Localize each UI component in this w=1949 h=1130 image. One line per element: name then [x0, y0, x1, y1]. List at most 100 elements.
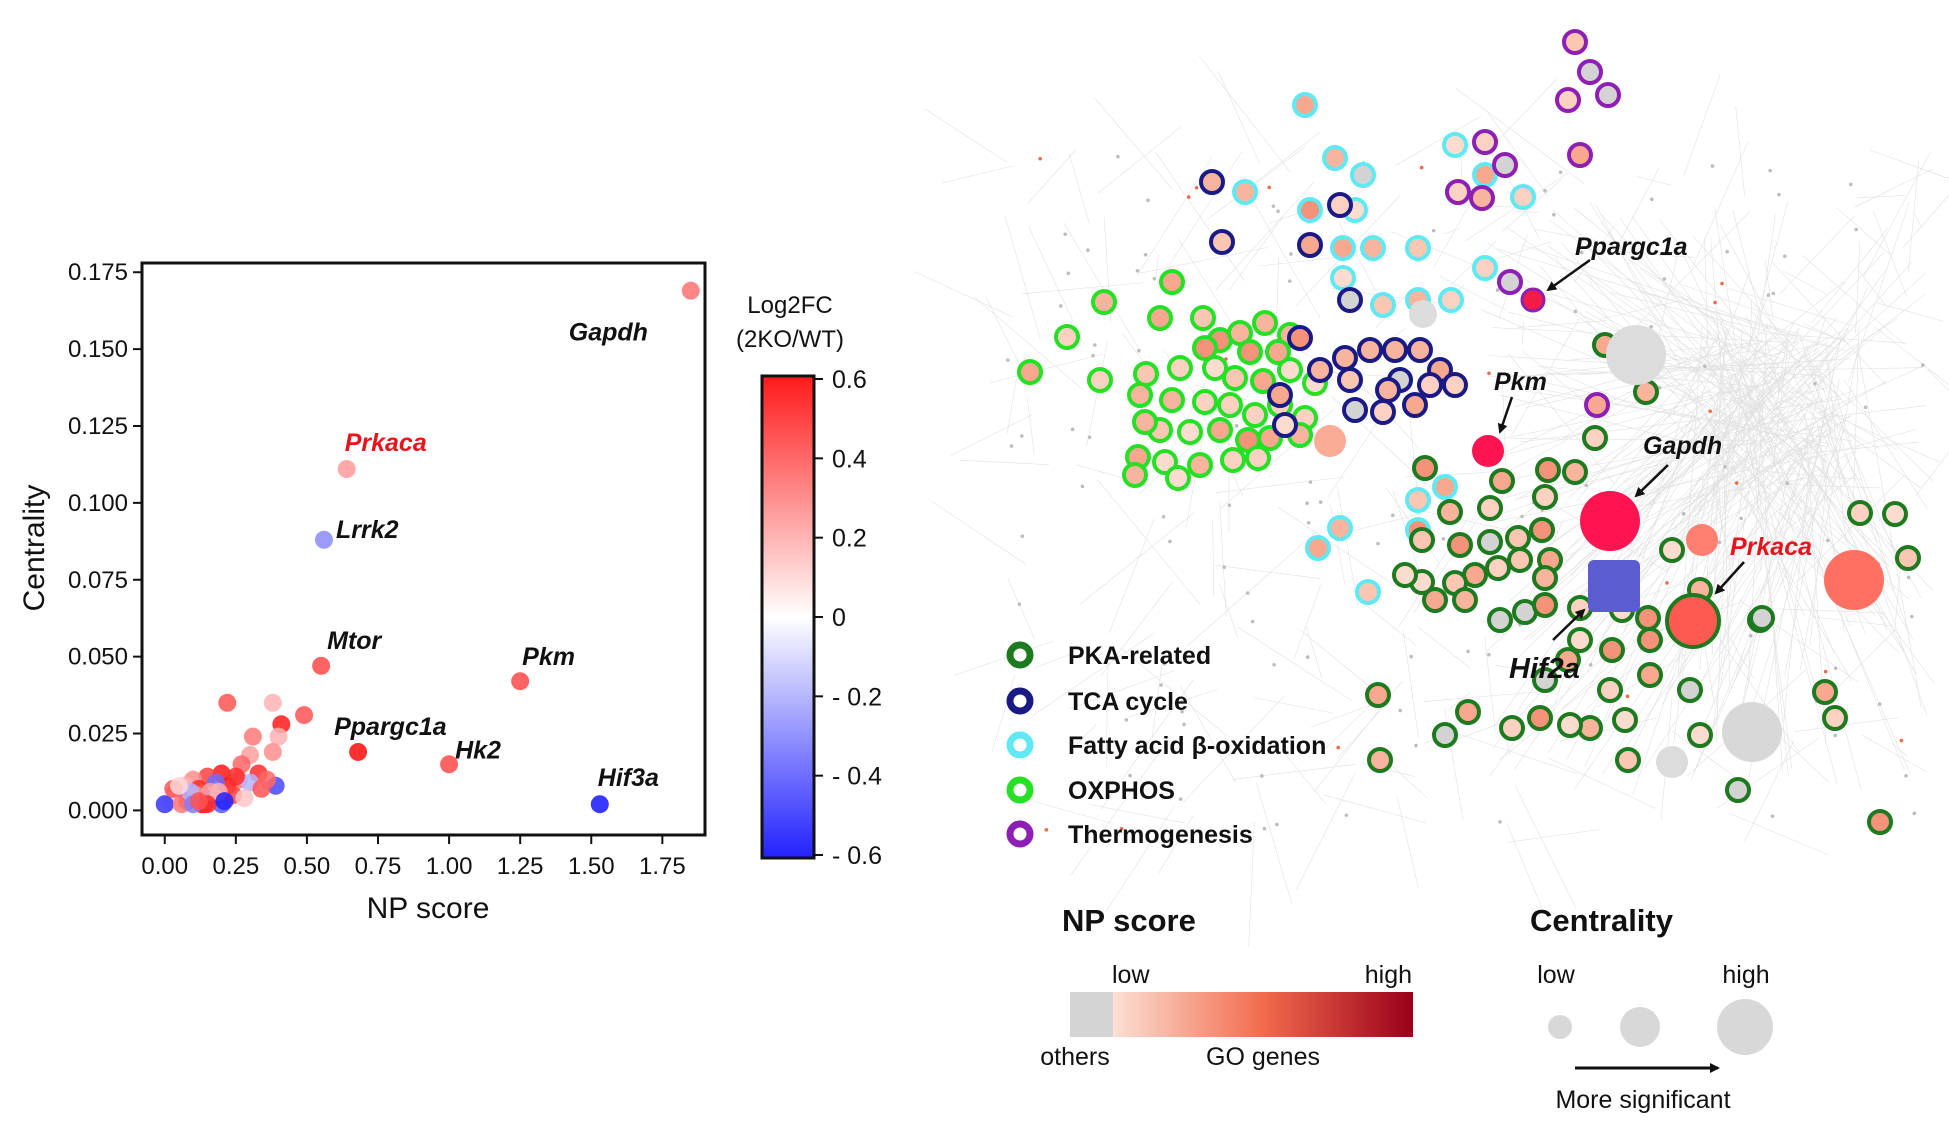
network-node — [1274, 414, 1296, 436]
np-score-go-genes-label: GO genes — [1206, 1043, 1320, 1071]
network-node — [1727, 779, 1749, 801]
network-node — [1447, 181, 1469, 203]
network-node — [1309, 359, 1331, 381]
colorbar-title-line2: (2KO/WT) — [736, 326, 844, 353]
network-node — [1169, 357, 1191, 379]
node-hif2a — [1588, 560, 1640, 612]
network-dot — [1912, 812, 1916, 816]
network-node — [1407, 237, 1429, 259]
network-node — [1239, 341, 1261, 363]
network-dot — [1398, 709, 1402, 713]
network-dot — [1921, 363, 1925, 367]
network-edge — [1862, 735, 1926, 771]
scatter-point-hif3a — [591, 795, 609, 813]
network-node — [1167, 467, 1189, 489]
centrality-title: Centrality — [1530, 903, 1674, 938]
network-dot — [1125, 718, 1129, 722]
network-node — [1222, 449, 1244, 471]
network-dot — [1723, 465, 1727, 469]
network-dot — [1045, 828, 1049, 832]
network-graph: Ppargc1a Pkm Gapdh Prkaca Hif2a — [914, 31, 1949, 947]
y-tick-label: 0.000 — [68, 797, 128, 824]
network-dot — [1228, 503, 1232, 507]
network-dot — [1878, 702, 1882, 706]
point-label-lrrk2: Lrrk2 — [336, 516, 399, 544]
network-dot — [1289, 252, 1293, 256]
network-node — [1689, 724, 1711, 746]
network-dot — [1144, 253, 1148, 257]
colorbar: Log2FC (2KO/WT) 0.60.40.20- 0.2- 0.4- 0.… — [736, 292, 882, 870]
network-edge — [1229, 216, 1283, 290]
network-node — [1751, 607, 1773, 629]
network-node — [1299, 199, 1321, 221]
network-dot — [1059, 304, 1063, 308]
y-tick-label: 0.050 — [68, 644, 128, 671]
network-edge — [1366, 605, 1416, 646]
network-dot — [1487, 371, 1491, 375]
network-node — [1129, 384, 1151, 406]
point-label-prkaca: Prkaca — [345, 429, 427, 457]
network-edge — [954, 641, 1053, 675]
network-node — [1586, 394, 1608, 416]
network-dot — [1306, 655, 1310, 659]
network-dot — [1487, 653, 1491, 657]
network-edge — [1232, 764, 1355, 779]
node-gray-mid-2 — [1409, 300, 1437, 328]
network-node — [1557, 89, 1579, 111]
node-gray-large-2 — [1722, 702, 1782, 762]
y-tick-label: 0.100 — [68, 490, 128, 517]
network-node — [1093, 291, 1115, 313]
network-dot — [1067, 272, 1071, 276]
network-edge — [1098, 480, 1201, 605]
network-dot — [1159, 683, 1163, 687]
network-node — [1234, 181, 1256, 203]
network-node — [1534, 594, 1556, 616]
np-score-others-label: others — [1040, 1043, 1109, 1071]
centrality-circle-small — [1548, 1015, 1572, 1039]
network-edge — [1109, 519, 1154, 633]
x-tick-label: 1.75 — [639, 853, 686, 880]
network-edge — [1087, 341, 1108, 446]
network-edge — [1855, 169, 1934, 207]
centrality-high: high — [1722, 961, 1769, 989]
network-node — [1224, 367, 1246, 389]
network-dot — [1725, 250, 1729, 254]
network-node — [1339, 369, 1361, 391]
network-node — [1444, 134, 1466, 156]
network-edge — [1853, 325, 1859, 521]
network-edge — [1701, 252, 1884, 445]
network-dot — [1006, 358, 1010, 362]
network-node — [1601, 639, 1623, 661]
colorbar-ticks: 0.60.40.20- 0.2- 0.4- 0.6 — [814, 366, 882, 870]
network-dot — [1772, 292, 1776, 296]
network-edge — [1306, 627, 1322, 679]
network-edge — [1914, 213, 1922, 228]
network-node — [1294, 94, 1316, 116]
colorbar-tick-label: - 0.2 — [832, 683, 882, 711]
network-node — [1269, 384, 1291, 406]
network-node — [1449, 534, 1471, 556]
np-score-legend: NP score low high others GO genes — [1040, 903, 1413, 1071]
centrality-caption: More significant — [1555, 1086, 1730, 1114]
network-dot — [1305, 501, 1309, 505]
network-node — [1569, 144, 1591, 166]
scatter-point-prkaca — [338, 460, 356, 478]
network-edge — [1008, 578, 1035, 639]
network-edge — [1213, 520, 1214, 596]
np-score-gradient — [1113, 992, 1413, 1037]
network-edge — [1218, 71, 1260, 163]
node-salmon-2 — [1686, 524, 1718, 556]
scatter-point-lrrk2 — [315, 531, 333, 549]
network-dot — [1136, 269, 1140, 273]
network-node — [1201, 171, 1223, 193]
network-edge — [1908, 161, 1918, 272]
np-score-others-swatch — [1070, 992, 1113, 1037]
network-edge — [1692, 142, 1748, 268]
network-edge — [1323, 795, 1425, 823]
network-node — [1491, 470, 1513, 492]
network-edge — [1254, 698, 1335, 714]
colorbar-tick-label: 0.6 — [832, 366, 867, 394]
network-node — [1639, 664, 1661, 686]
network-node — [1192, 307, 1214, 329]
